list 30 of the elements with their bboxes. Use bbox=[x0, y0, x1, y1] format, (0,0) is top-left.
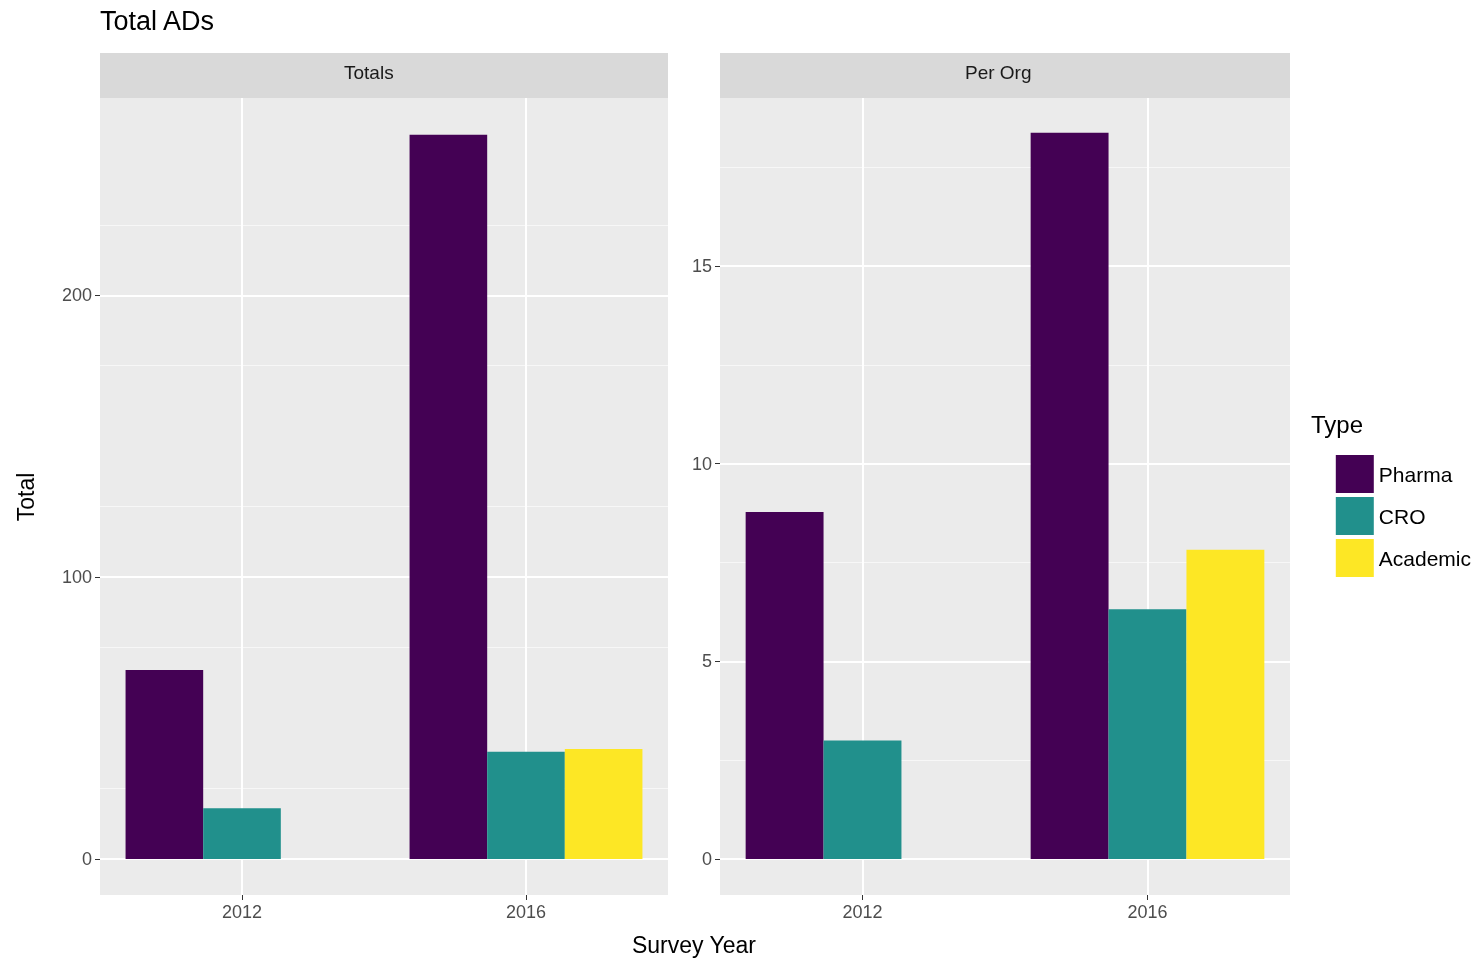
y-tick-label: 200 bbox=[61, 285, 92, 306]
chart-subtitle: Totals bbox=[344, 62, 394, 83]
y-axis-title: Total bbox=[12, 472, 40, 522]
chart-title: Total ADs bbox=[100, 6, 215, 37]
bar bbox=[487, 751, 565, 859]
bar bbox=[409, 134, 488, 859]
bar bbox=[1030, 132, 1109, 860]
x-tick-label: 2016 bbox=[1127, 902, 1168, 922]
x-tick-label: 2012 bbox=[842, 902, 883, 922]
y-tick-label: 0 bbox=[701, 849, 712, 870]
y-tick-label: 0 bbox=[81, 848, 92, 869]
legend-label: Academic bbox=[1378, 546, 1471, 570]
bar bbox=[1108, 609, 1187, 860]
bar bbox=[745, 511, 824, 860]
bar bbox=[125, 670, 204, 859]
x-tick-label: 2016 bbox=[505, 902, 547, 922]
legend-title: Type bbox=[1310, 410, 1363, 438]
legend-label: Pharma bbox=[1378, 462, 1453, 486]
bar bbox=[1186, 549, 1265, 860]
y-tick-label: 100 bbox=[61, 567, 92, 588]
x-tick-label: 2012 bbox=[221, 902, 263, 922]
legend-label: CRO bbox=[1378, 504, 1426, 528]
y-tick-label: 10 bbox=[691, 453, 712, 474]
x-axis-title: Survey Year bbox=[631, 932, 757, 959]
bar bbox=[564, 749, 643, 859]
y-tick-label: 15 bbox=[691, 256, 712, 277]
chart-subtitle: Per Org bbox=[965, 62, 1032, 83]
bar bbox=[823, 740, 902, 860]
y-tick-label: 5 bbox=[701, 651, 712, 672]
bar bbox=[203, 808, 281, 859]
